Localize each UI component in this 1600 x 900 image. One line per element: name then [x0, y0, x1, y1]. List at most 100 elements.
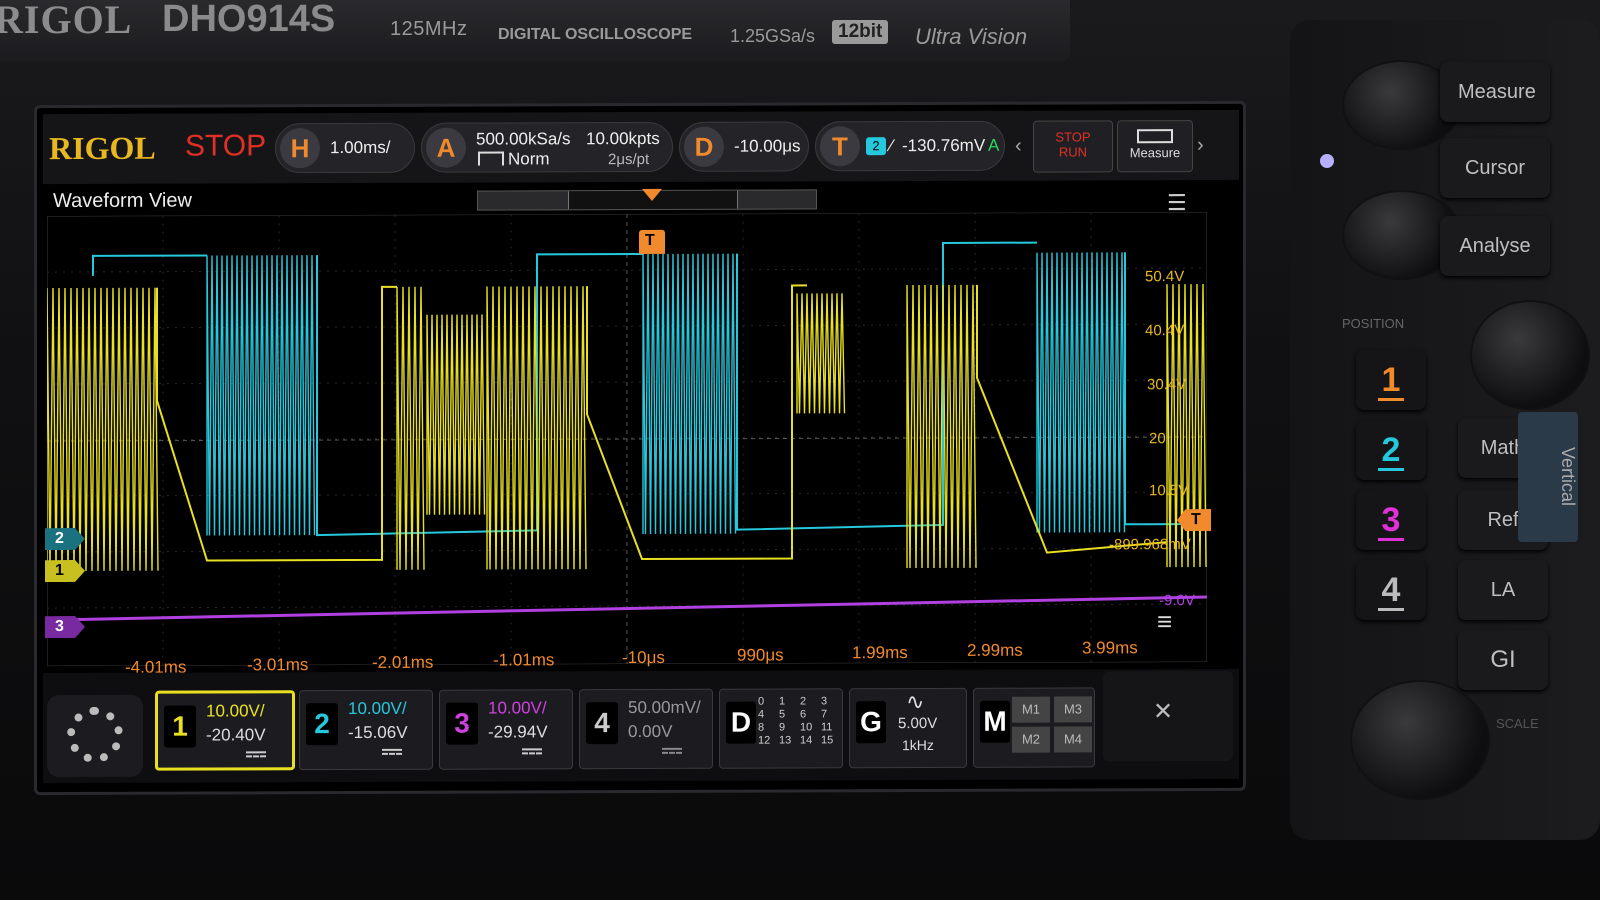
- digital-channel-6: 6: [800, 708, 807, 721]
- grid-line-h: [47, 547, 1207, 553]
- scale-knob[interactable]: [1350, 680, 1490, 800]
- horizontal-badge: H: [280, 128, 320, 169]
- gear-icon: [67, 706, 123, 764]
- digital-badge: D: [726, 701, 756, 744]
- scale-label: SCALE: [1496, 716, 1539, 731]
- ch1-settings[interactable]: 1 10.00V/ -20.40V: [155, 690, 295, 771]
- trigger-mode: A: [988, 135, 1000, 155]
- ch4-button[interactable]: 4: [1356, 560, 1426, 620]
- vertical-label: Vertical: [1518, 412, 1578, 542]
- overview-trigger-icon: [642, 188, 662, 201]
- voltage-label: 40.4V: [1145, 322, 1185, 340]
- la-button[interactable]: LA: [1458, 560, 1548, 620]
- ch2-burst: [1036, 252, 1126, 533]
- measure-shortcut-button[interactable]: Measure: [1117, 120, 1193, 173]
- time-label: -1.01ms: [493, 650, 555, 670]
- brand-strip: RIGOL DHO914S 125MHz DIGITAL OSCILLOSCOP…: [0, 0, 1070, 62]
- dc-coupling-icon: [246, 751, 266, 758]
- position-label: POSITION: [1342, 316, 1405, 331]
- gi-button[interactable]: GI: [1458, 630, 1548, 690]
- memory-depth: 10.00kpts: [586, 128, 660, 149]
- digital-channel-13: 13: [779, 734, 792, 747]
- model-name: DHO914S: [162, 0, 336, 40]
- ch3-offset: -29.94V: [488, 722, 548, 742]
- digital-channel-12: 12: [758, 734, 771, 747]
- collapse-menu-icon[interactable]: ≡: [1157, 606, 1173, 637]
- acquire-badge: A: [426, 127, 466, 168]
- generator-frequency: 1kHz: [902, 736, 934, 754]
- ch4-settings[interactable]: 4 50.00mV/ 0.00V: [579, 688, 713, 770]
- ch3-settings[interactable]: 3 10.00V/ -29.94V: [439, 689, 573, 770]
- waveform-overview-bar[interactable]: [477, 188, 817, 211]
- digital-channel-5: 5: [779, 708, 786, 721]
- cursor-button[interactable]: Cursor: [1440, 138, 1550, 198]
- horizontal-settings[interactable]: H 1.00ms/: [275, 122, 415, 174]
- ch1-ramp-burst: [426, 314, 486, 515]
- ch1-button[interactable]: 1: [1356, 350, 1426, 410]
- acquire-settings[interactable]: A 500.00kSa/s Norm 10.00kpts 2μs/pt: [421, 121, 673, 173]
- mute-button[interactable]: ✕: [1103, 670, 1233, 762]
- series-label: Ultra Vision: [915, 24, 1028, 49]
- trigger-position-marker[interactable]: T: [639, 229, 665, 255]
- digital-channel-1: 1: [779, 695, 786, 708]
- math-settings[interactable]: M M1 M3 M2 M4: [973, 687, 1095, 768]
- grid-line-h: [47, 603, 1207, 609]
- settings-gear-button[interactable]: [47, 694, 143, 778]
- generator-amplitude: 5.00V: [898, 714, 938, 733]
- control-panel: Measure Cursor Analyse POSITION 1 2 3 4 …: [1290, 20, 1600, 840]
- math-m1[interactable]: M1: [1012, 696, 1050, 723]
- resolution-badge: 12bit: [832, 20, 889, 44]
- ch4-offset: 0.00V: [628, 721, 673, 742]
- analyse-button[interactable]: Analyse: [1440, 216, 1550, 276]
- digital-channel-14: 14: [800, 734, 813, 747]
- ch1-burst: [47, 287, 159, 572]
- ch1-trace: [156, 284, 1168, 562]
- delay-settings[interactable]: D -10.00μs: [679, 121, 809, 172]
- trigger-settings[interactable]: T 2 ∕ -130.76mV A: [815, 120, 1005, 172]
- digital-channel-9: 9: [779, 721, 786, 734]
- speaker-mute-icon: ✕: [1153, 698, 1174, 726]
- measure-shortcut-label: Measure: [1129, 145, 1181, 161]
- ch3-number: 3: [446, 702, 478, 745]
- acquire-mode: Norm: [508, 149, 550, 169]
- device-description: DIGITAL OSCILLOSCOPE: [498, 26, 693, 43]
- ch4-scale: 50.00mV/: [628, 697, 701, 718]
- ch1-ramp-burst: [796, 293, 846, 414]
- measure-button[interactable]: Measure: [1440, 62, 1550, 122]
- status-bar: RIGOL STOP H 1.00ms/ A 500.00kSa/s Norm …: [43, 109, 1239, 185]
- digital-channel-15: 15: [821, 734, 834, 747]
- time-per-point: 2μs/pt: [608, 150, 650, 169]
- ch3-button[interactable]: 3: [1356, 490, 1426, 550]
- time-label: 1.99ms: [852, 643, 908, 663]
- time-label: -2.01ms: [372, 652, 434, 672]
- ruler-icon: [1137, 129, 1173, 144]
- timebase-scale: 1.00ms/: [330, 137, 391, 158]
- digital-channels[interactable]: D 0 1 2 3 4 5 6 7 8 9 10 11 12 13 14 15: [719, 688, 843, 769]
- chevron-right-icon[interactable]: ›: [1197, 134, 1204, 157]
- digital-channel-11: 11: [821, 721, 833, 734]
- sample-rate-label: 1.25GSa/s: [730, 26, 816, 46]
- waveform-view-title: Waveform View: [53, 189, 192, 213]
- digital-channel-grid: 0 1 2 3 4 5 6 7 8 9 10 11 12 13 14 15: [758, 695, 842, 746]
- position-knob[interactable]: [1470, 300, 1590, 410]
- math-m4[interactable]: M4: [1054, 726, 1092, 753]
- time-axis-labels: -4.01ms -3.01ms -2.01ms -1.01ms -10μs 990μs 1.…: [37, 104, 1243, 677]
- math-m3[interactable]: M3: [1054, 696, 1092, 723]
- math-m2[interactable]: M2: [1012, 726, 1050, 753]
- waveform-graticule[interactable]: [47, 212, 1207, 667]
- stop-run-button[interactable]: STOP RUN: [1033, 120, 1113, 173]
- ch3-scale: 10.00V/: [488, 698, 547, 718]
- stop-label: STOP: [1055, 129, 1091, 145]
- indicator-led: [1320, 154, 1334, 168]
- grid-line-h: [47, 323, 1207, 329]
- dc-coupling-icon: [522, 748, 542, 755]
- trigger-source-badge: 2: [866, 137, 886, 156]
- ch2-button[interactable]: 2: [1356, 420, 1426, 480]
- pulse-icon: [478, 151, 504, 166]
- ch2-number: 2: [306, 703, 338, 746]
- run-state[interactable]: STOP: [185, 129, 267, 163]
- ch2-settings[interactable]: 2 10.00V/ -15.06V: [299, 689, 433, 771]
- time-label: 2.99ms: [967, 640, 1023, 660]
- generator-settings[interactable]: G ∿ 5.00V 1kHz: [849, 687, 967, 769]
- chevron-left-icon[interactable]: ‹: [1015, 134, 1022, 157]
